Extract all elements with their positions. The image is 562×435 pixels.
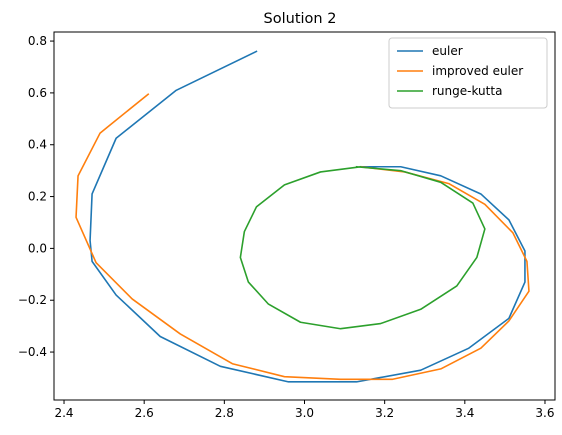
x-tick-label: 3.0 xyxy=(295,406,314,420)
x-tick-label: 2.4 xyxy=(54,406,73,420)
axes-layer: 2.4 2.6 2.8 3.0 3.2 3.4 3.6 −0.4 −0.2 0.0 0.2 0.4 0.… xyxy=(18,31,556,420)
legend-label: runge-kutta xyxy=(432,84,502,98)
series-line-euler xyxy=(89,50,526,383)
x-tick-label: 3.2 xyxy=(375,406,394,420)
x-tick-label: 2.6 xyxy=(135,406,154,420)
legend-label: euler xyxy=(432,44,463,58)
legend-label: improved euler xyxy=(432,64,523,78)
y-tick-label: 0.4 xyxy=(28,138,47,152)
series-layer xyxy=(75,50,530,383)
legend-box xyxy=(388,37,548,109)
x-tick-label: 2.8 xyxy=(215,406,234,420)
y-tick-label: 0.2 xyxy=(28,190,47,204)
y-tick-label: 0.8 xyxy=(28,34,47,48)
series-line-runge-kutta xyxy=(239,165,486,330)
y-tick-label: 0.0 xyxy=(28,241,47,255)
chart-title: Solution 2 xyxy=(264,11,337,27)
x-tick-label: 3.6 xyxy=(535,406,554,420)
x-tick-label: 3.4 xyxy=(455,406,474,420)
y-tick-label: −0.2 xyxy=(18,293,47,307)
legend: euler improved euler runge-kutta xyxy=(388,37,548,109)
series-line-improved-euler xyxy=(75,93,530,381)
y-tick-label: −0.4 xyxy=(18,345,47,359)
y-tick-label: 0.6 xyxy=(28,86,47,100)
